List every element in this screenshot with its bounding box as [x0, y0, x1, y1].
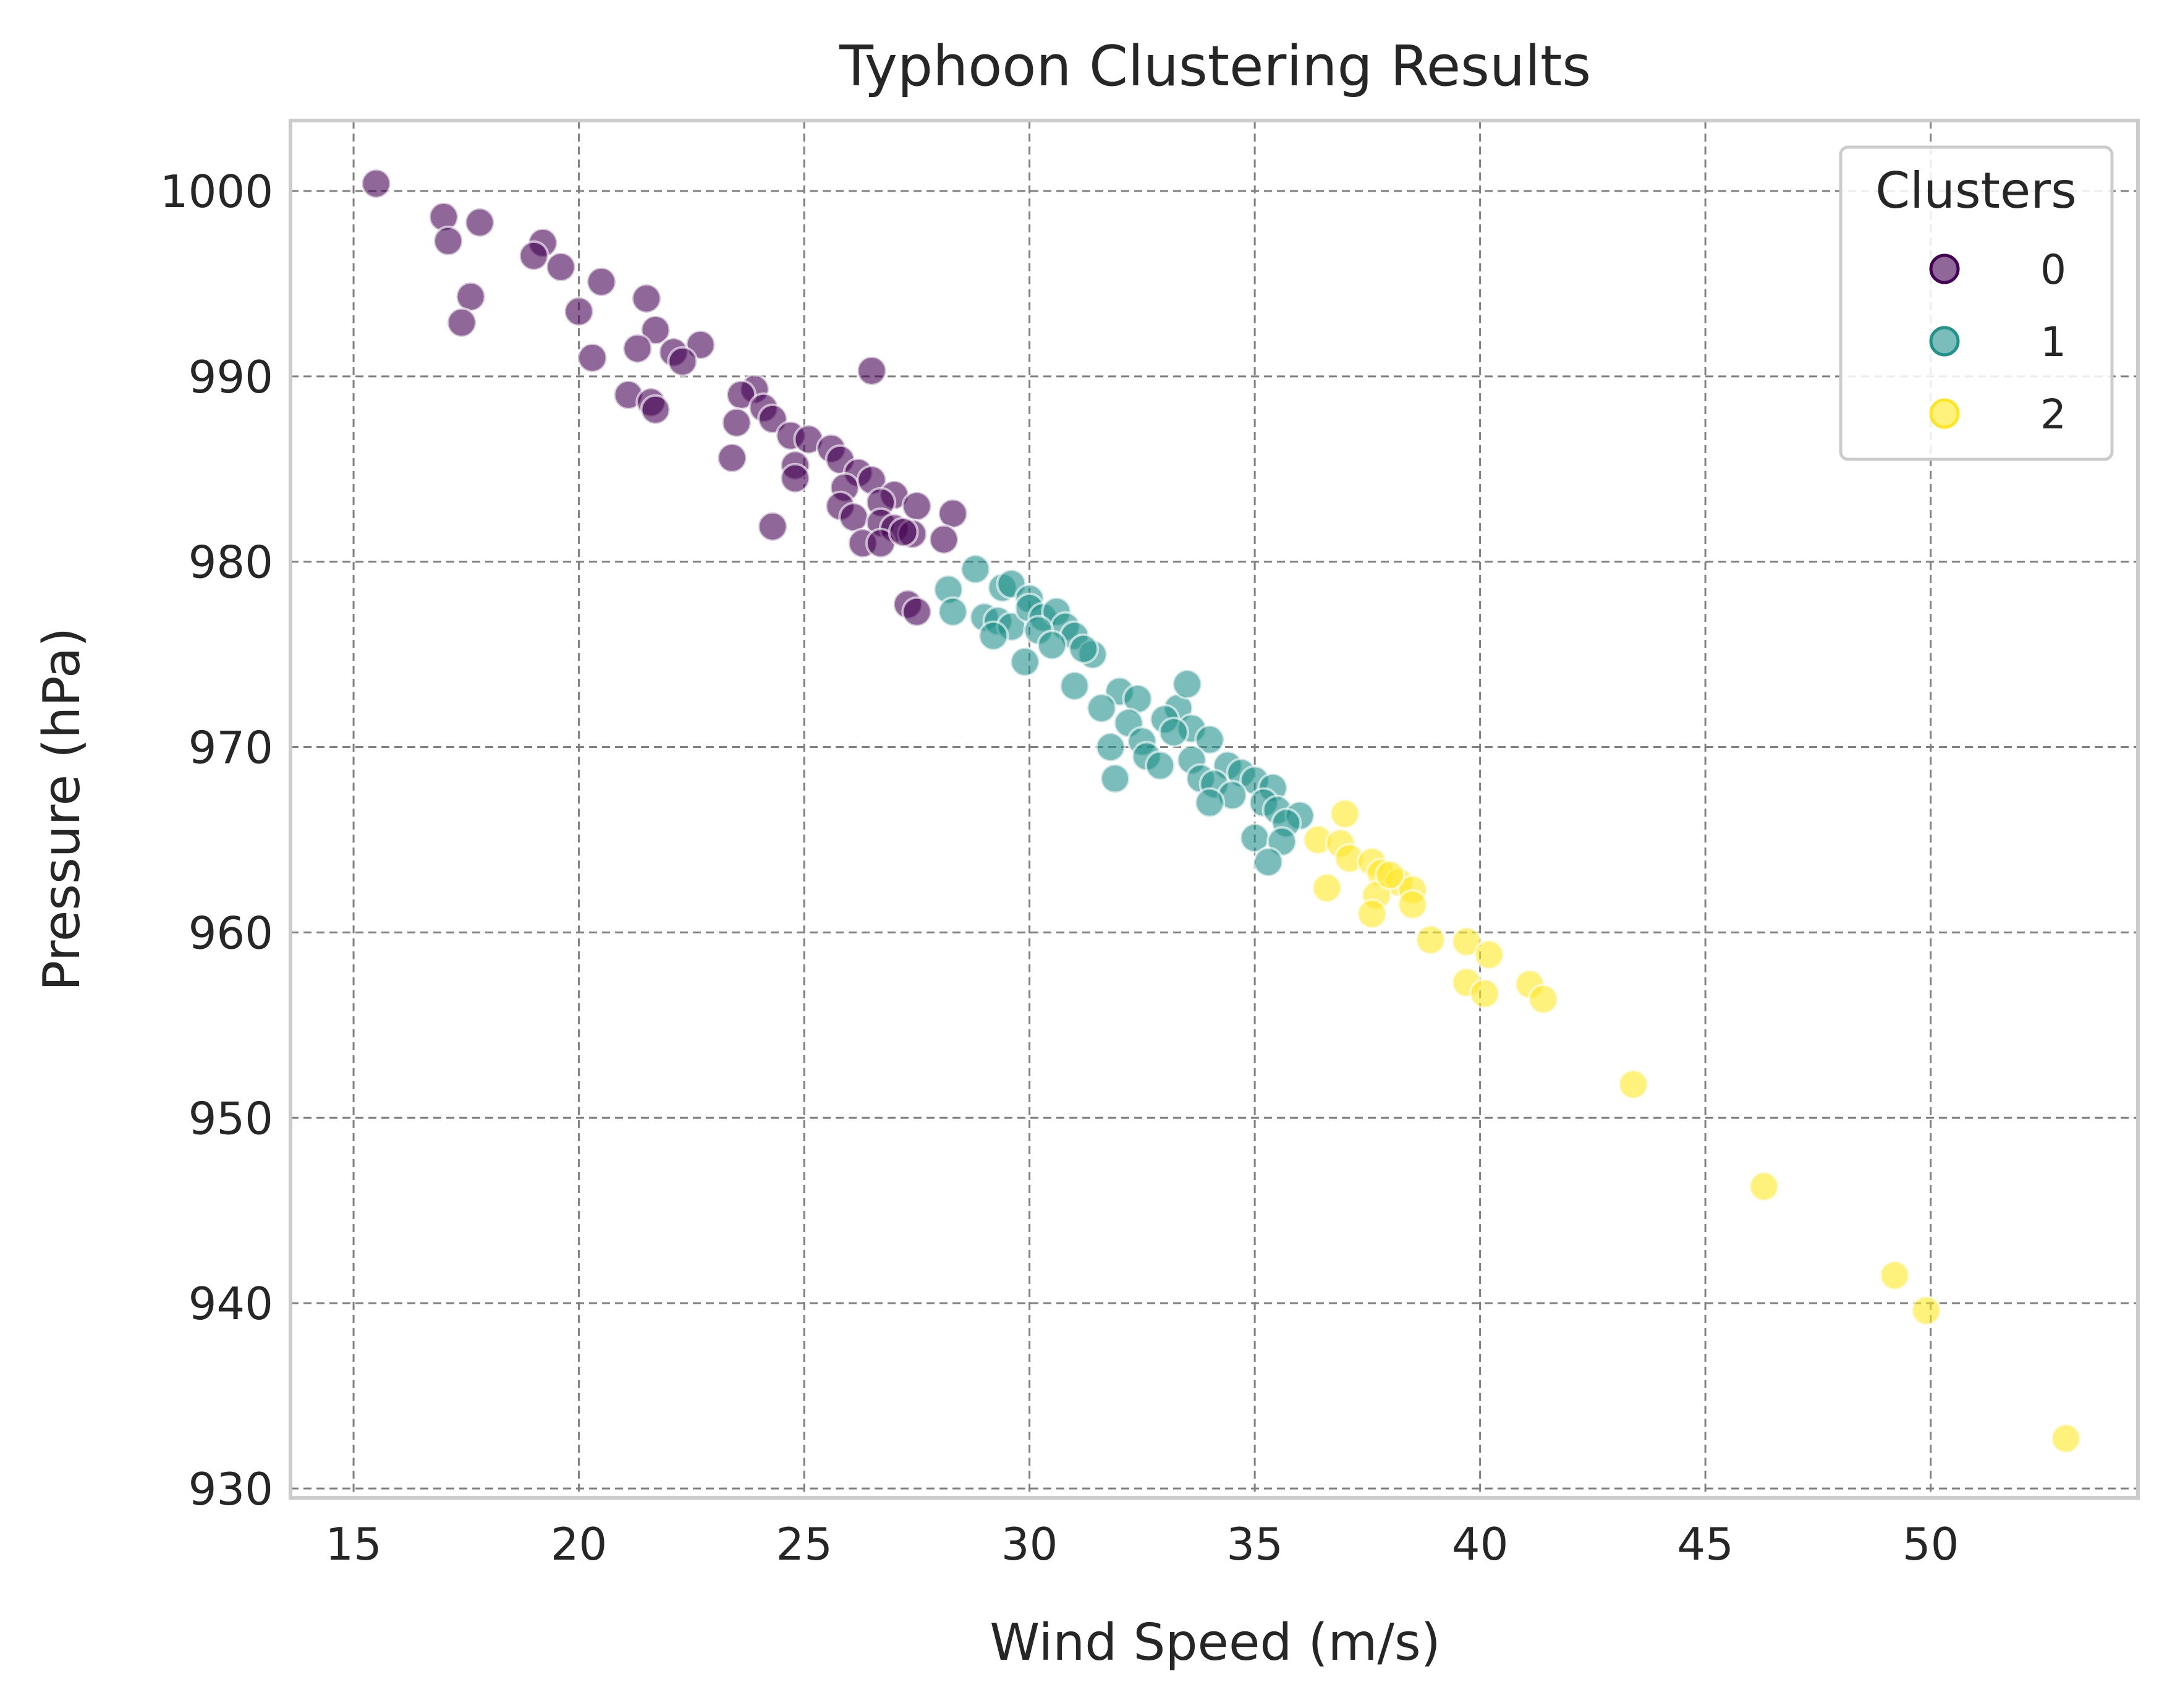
x-tick-label: 50: [1902, 1518, 1959, 1570]
data-point-cluster-0: [545, 251, 577, 283]
data-point-cluster-2: [1879, 1260, 1910, 1291]
data-point-cluster-0: [464, 206, 496, 238]
data-point-cluster-2: [1311, 872, 1342, 904]
y-tick-label: 960: [189, 907, 273, 959]
data-point-cluster-1: [1086, 692, 1117, 724]
x-tick-label: 15: [325, 1518, 382, 1570]
data-point-cluster-0: [838, 501, 870, 533]
data-point-cluster-0: [901, 596, 933, 627]
data-point-cluster-0: [721, 407, 752, 438]
data-point-cluster-0: [577, 342, 608, 373]
x-tick-label: 40: [1452, 1518, 1509, 1570]
legend-label-cluster-0: 0: [2040, 246, 2066, 294]
x-tick-label: 25: [776, 1518, 833, 1570]
x-tick-label: 20: [551, 1518, 608, 1570]
data-point-cluster-2: [1474, 939, 1505, 971]
data-point-cluster-0: [518, 240, 549, 271]
data-point-cluster-0: [640, 394, 671, 425]
data-point-cluster-1: [1100, 763, 1131, 794]
y-tick-label: 990: [189, 351, 273, 403]
data-point-cluster-2: [1910, 1295, 1942, 1327]
legend-title: Clusters: [1875, 162, 2077, 219]
data-point-cluster-0: [455, 281, 486, 312]
legend-marker-cluster-0: [1929, 253, 1960, 284]
legend-label-cluster-2: 2: [2040, 391, 2066, 438]
data-point-cluster-1: [1158, 716, 1189, 748]
data-point-cluster-1: [1059, 670, 1090, 702]
data-point-cluster-0: [360, 168, 392, 199]
data-point-cluster-0: [563, 295, 595, 327]
x-tick-label: 35: [1226, 1518, 1283, 1570]
legend: Clusters 0 1 2: [1839, 145, 2114, 461]
y-tick-label: 980: [189, 537, 273, 588]
data-point-cluster-0: [856, 355, 888, 386]
legend-marker-cluster-1: [1929, 326, 1960, 357]
grid: [290, 121, 2138, 1498]
data-point-cluster-1: [937, 596, 969, 627]
data-point-cluster-1: [1194, 724, 1226, 755]
data-point-cluster-2: [2050, 1423, 2082, 1455]
data-point-cluster-0: [433, 225, 464, 257]
data-point-cluster-2: [1469, 978, 1500, 1009]
y-tick-label: 970: [189, 722, 273, 774]
data-points: [360, 168, 2082, 1455]
y-tick-label: 930: [189, 1463, 273, 1515]
data-point-cluster-0: [779, 462, 811, 494]
data-point-cluster-1: [1009, 646, 1041, 678]
data-point-cluster-0: [667, 346, 698, 377]
data-point-cluster-0: [716, 442, 748, 474]
data-point-cluster-2: [1374, 859, 1406, 891]
data-point-cluster-0: [901, 490, 933, 522]
data-point-cluster-0: [888, 516, 919, 548]
data-point-cluster-2: [1329, 798, 1360, 830]
data-point-cluster-1: [1194, 787, 1226, 818]
y-tick-label: 940: [189, 1278, 273, 1330]
data-point-cluster-1: [1171, 668, 1203, 700]
data-point-cluster-1: [1145, 750, 1176, 781]
y-tick-label: 1000: [160, 166, 273, 218]
data-point-cluster-2: [1618, 1069, 1649, 1100]
data-point-cluster-0: [928, 524, 960, 555]
data-point-cluster-2: [1356, 898, 1388, 930]
plot-frame: [289, 119, 2140, 1500]
y-axis-ticks: 930 940 950 960 970 980 990 1000: [160, 166, 273, 1515]
data-point-cluster-0: [757, 511, 789, 542]
data-point-cluster-0: [937, 498, 969, 529]
x-axis-title: Wind Speed (m/s): [990, 1613, 1440, 1672]
data-point-cluster-1: [1095, 731, 1126, 763]
data-point-cluster-2: [1397, 889, 1428, 920]
data-point-cluster-0: [446, 307, 478, 338]
data-point-cluster-1: [1068, 633, 1100, 665]
data-point-cluster-1: [960, 553, 991, 585]
data-point-cluster-2: [1748, 1171, 1779, 1202]
data-point-cluster-0: [586, 266, 617, 297]
legend-box: [1839, 145, 2114, 461]
x-tick-label: 30: [1001, 1518, 1058, 1570]
data-point-cluster-0: [622, 333, 653, 364]
y-tick-label: 950: [189, 1092, 273, 1144]
chart-title: Typhoon Clustering Results: [839, 34, 1591, 99]
y-axis-title: Pressure (hPa): [33, 627, 91, 991]
data-point-cluster-0: [630, 283, 662, 314]
legend-marker-cluster-2: [1929, 398, 1960, 429]
x-tick-label: 45: [1677, 1518, 1734, 1570]
data-point-cluster-1: [1037, 629, 1068, 661]
data-point-cluster-1: [978, 620, 1009, 652]
data-point-cluster-2: [1415, 924, 1446, 956]
data-point-cluster-0: [640, 314, 671, 346]
legend-label-cluster-1: 1: [2040, 318, 2066, 366]
data-point-cluster-2: [1527, 984, 1559, 1015]
x-axis-ticks: 15 20 25 30 35 40 45 50: [325, 1518, 1959, 1570]
data-point-cluster-1: [1252, 846, 1284, 878]
